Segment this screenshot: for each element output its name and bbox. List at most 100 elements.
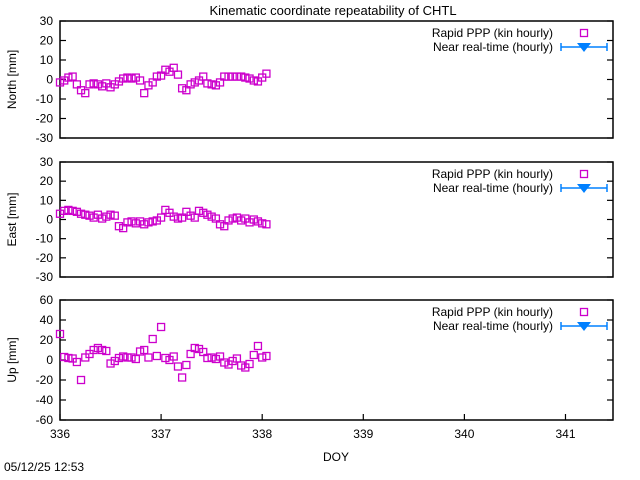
data-point-square bbox=[203, 353, 212, 363]
data-point-square bbox=[182, 360, 191, 370]
y-tick-label: 60 bbox=[40, 293, 54, 307]
data-point-square bbox=[68, 72, 77, 81]
data-point-square bbox=[156, 213, 166, 222]
y-tick-label: 30 bbox=[40, 14, 54, 28]
data-point-square bbox=[207, 80, 216, 89]
data-point-square bbox=[232, 72, 242, 81]
data-point-square bbox=[81, 210, 90, 219]
y-tick-label: 0 bbox=[46, 213, 53, 227]
legend-label-rapid-ppp: Rapid PPP (kin hourly) bbox=[432, 305, 553, 319]
data-point-square bbox=[182, 86, 191, 95]
data-point-square bbox=[253, 217, 263, 226]
data-point-square bbox=[131, 219, 140, 228]
data-point-square bbox=[110, 211, 119, 220]
legend-label-rapid-ppp: Rapid PPP (kin hourly) bbox=[432, 26, 553, 40]
legend-label-rapid-ppp: Rapid PPP (kin hourly) bbox=[432, 167, 553, 181]
data-point-square bbox=[194, 206, 204, 216]
data-point-square bbox=[64, 205, 73, 215]
data-point-square bbox=[76, 375, 86, 385]
data-point-square bbox=[148, 334, 157, 344]
data-point-square bbox=[173, 70, 183, 79]
x-tick-label: 340 bbox=[454, 427, 474, 441]
y-tick-label: 10 bbox=[40, 53, 54, 67]
data-point-square bbox=[131, 354, 140, 364]
data-point-square bbox=[249, 350, 258, 360]
plot-timestamp: 05/12/25 12:53 bbox=[4, 460, 84, 474]
y-tick-label: 30 bbox=[40, 155, 54, 169]
data-point-square bbox=[220, 358, 229, 367]
legend-open-square-icon bbox=[579, 169, 589, 179]
y-tick-label: -20 bbox=[36, 112, 54, 126]
data-point-square bbox=[127, 74, 136, 83]
data-point-square bbox=[140, 345, 149, 355]
y-tick-label: -20 bbox=[36, 251, 54, 265]
data-point-square bbox=[140, 220, 149, 229]
x-tick-label: 337 bbox=[151, 427, 171, 441]
data-point-square bbox=[106, 210, 115, 219]
data-point-square bbox=[81, 89, 90, 98]
data-point-square bbox=[173, 362, 183, 371]
chart-title: Kinematic coordinate repeatability of CH… bbox=[209, 3, 456, 18]
x-axis-label: DOY bbox=[323, 450, 349, 464]
data-point-square bbox=[102, 212, 111, 221]
data-point-square bbox=[127, 353, 136, 362]
data-point-square bbox=[114, 353, 124, 363]
data-point-square bbox=[76, 209, 86, 218]
data-point-square bbox=[253, 341, 263, 351]
panel-up: Up [mm] Rapid PPP (kin hourly) Near real… bbox=[5, 293, 614, 441]
legend-errorbar-triangle-icon bbox=[560, 322, 608, 331]
y-tick-label: 40 bbox=[40, 313, 54, 327]
panel-north: North [mm] Rapid PPP (kin hourly) Near r… bbox=[5, 14, 614, 145]
data-point-square bbox=[89, 79, 98, 88]
data-point-square bbox=[190, 343, 199, 353]
y-tick-label: -60 bbox=[36, 413, 54, 427]
y-tick-label: -40 bbox=[36, 393, 54, 407]
data-point-square bbox=[169, 352, 178, 361]
y-tick-label: 20 bbox=[40, 174, 54, 188]
data-point-square bbox=[152, 351, 162, 361]
data-point-square bbox=[144, 218, 153, 227]
data-point-square bbox=[245, 359, 254, 369]
data-point-square bbox=[114, 222, 124, 231]
data-point-square bbox=[119, 74, 128, 83]
legend-label-near-real-time: Near real-time (hourly) bbox=[433, 319, 553, 333]
y-tick-label: 20 bbox=[40, 333, 54, 347]
panel-east: East [mm] Rapid PPP (kin hourly) Near re… bbox=[5, 155, 614, 284]
data-point-square bbox=[241, 73, 250, 82]
data-point-square bbox=[140, 89, 149, 98]
data-point-square bbox=[106, 359, 115, 368]
data-point-square bbox=[262, 351, 271, 361]
data-point-square bbox=[215, 220, 225, 229]
data-point-square bbox=[190, 213, 199, 222]
data-point-square bbox=[215, 78, 225, 87]
data-point-square bbox=[258, 219, 267, 228]
data-point-square bbox=[215, 352, 225, 361]
y-tick-label: 0 bbox=[46, 353, 53, 367]
legend-errorbar-triangle-icon bbox=[560, 43, 608, 52]
data-point-square bbox=[64, 73, 73, 82]
data-point-square bbox=[228, 356, 237, 366]
x-tick-label: 336 bbox=[50, 427, 70, 441]
data-point-square bbox=[203, 210, 212, 219]
data-point-square bbox=[177, 84, 187, 93]
legend-open-square-icon bbox=[579, 28, 589, 38]
x-tick-label: 339 bbox=[353, 427, 373, 441]
data-point-square bbox=[64, 353, 73, 363]
data-point-square bbox=[232, 354, 242, 363]
data-point-square bbox=[68, 206, 77, 216]
y-tick-label: 20 bbox=[40, 34, 54, 48]
data-point-square bbox=[127, 217, 136, 226]
x-tick-label: 338 bbox=[252, 427, 272, 441]
data-point-square bbox=[262, 220, 271, 229]
data-point-square bbox=[152, 72, 162, 81]
panel-east-ylabel: East [mm] bbox=[5, 192, 19, 246]
data-point-square bbox=[228, 72, 237, 81]
data-point-square bbox=[135, 76, 145, 85]
legend-label-near-real-time: Near real-time (hourly) bbox=[433, 181, 553, 195]
panel-north-ylabel: North [mm] bbox=[5, 50, 19, 109]
data-point-square bbox=[220, 72, 229, 81]
data-point-square bbox=[72, 357, 82, 367]
y-tick-label: 10 bbox=[40, 193, 54, 207]
y-tick-label: -10 bbox=[36, 92, 54, 106]
